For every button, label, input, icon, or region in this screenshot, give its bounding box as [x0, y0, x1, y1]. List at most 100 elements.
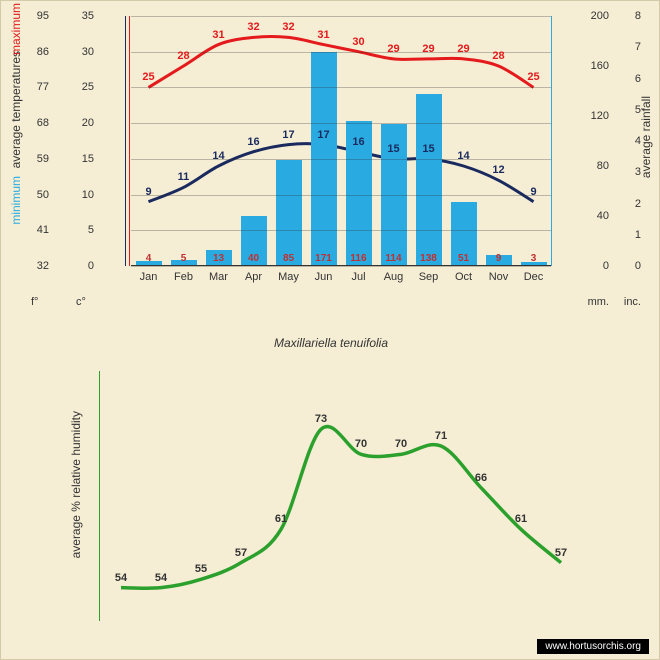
- humidity-value: 54: [150, 572, 172, 584]
- axis-label-avgtemp: average temperatures: [9, 51, 23, 168]
- y-tick-f: 50: [21, 189, 49, 201]
- unit-c: c°: [76, 296, 86, 308]
- watermark: www.hortusorchis.org: [537, 639, 649, 654]
- y-tick-f: 86: [21, 46, 49, 58]
- gridline: [131, 87, 551, 88]
- rainfall-value: 51: [451, 253, 477, 264]
- y-tick-in: 1: [623, 229, 641, 241]
- left-axis-min: [125, 16, 126, 266]
- rainfall-bar: [276, 160, 302, 266]
- max-temp-value: 30: [347, 36, 371, 48]
- min-temp-value: 15: [417, 143, 441, 155]
- humidity-value: 71: [430, 430, 452, 442]
- x-axis-line: [131, 265, 551, 266]
- rainfall-value: 116: [346, 253, 372, 264]
- y-tick-mm: 40: [581, 210, 609, 222]
- max-temp-value: 32: [277, 21, 301, 33]
- y-tick-in: 2: [623, 198, 641, 210]
- y-tick-c: 15: [66, 153, 94, 165]
- gridline: [131, 123, 551, 124]
- humidity-value: 57: [550, 547, 572, 559]
- y-tick-c: 10: [66, 189, 94, 201]
- unit-in: inc.: [624, 296, 641, 308]
- y-tick-c: 30: [66, 46, 94, 58]
- max-temp-value: 31: [207, 29, 231, 41]
- rainfall-value: 5: [171, 253, 197, 264]
- min-temp-value: 14: [207, 150, 231, 162]
- month-label: Jan: [134, 271, 164, 283]
- max-temp-value: 25: [137, 71, 161, 83]
- humidity-value: 73: [310, 413, 332, 425]
- species-title: Maxillariella tenuifolia: [1, 336, 660, 350]
- humidity-value: 70: [390, 438, 412, 450]
- humidity-value: 70: [350, 438, 372, 450]
- max-temp-value: 29: [382, 43, 406, 55]
- humidity-value: 55: [190, 563, 212, 575]
- month-label: Jul: [344, 271, 374, 283]
- min-temp-value: 11: [172, 171, 196, 183]
- month-label: Nov: [484, 271, 514, 283]
- rainfall-value: 4: [136, 253, 162, 264]
- humidity-value: 61: [510, 513, 532, 525]
- humidity-plot: [101, 371, 581, 621]
- top-climate-chart: 451340851711161141385193 320415501059156…: [21, 6, 641, 316]
- rainfall-value: 13: [206, 253, 232, 264]
- gridline: [131, 230, 551, 231]
- max-temp-value: 31: [312, 29, 336, 41]
- min-temp-value: 9: [522, 186, 546, 198]
- rainfall-value: 171: [311, 253, 337, 264]
- rainfall-value: 3: [521, 253, 547, 264]
- rainfall-value: 138: [416, 253, 442, 264]
- max-temp-value: 28: [172, 50, 196, 62]
- max-temp-value: 29: [452, 43, 476, 55]
- max-temp-value: 29: [417, 43, 441, 55]
- axis-label-minimum: minimum: [9, 176, 23, 225]
- min-temp-value: 17: [312, 129, 336, 141]
- gridline: [131, 159, 551, 160]
- y-tick-c: 0: [66, 260, 94, 272]
- y-tick-f: 77: [21, 81, 49, 93]
- humidity-value: 57: [230, 547, 252, 559]
- y-tick-mm: 0: [581, 260, 609, 272]
- gridline: [131, 195, 551, 196]
- axis-label-humidity: average % relative humidity: [69, 411, 83, 558]
- y-tick-f: 59: [21, 153, 49, 165]
- min-temp-value: 14: [452, 150, 476, 162]
- y-tick-in: 8: [623, 10, 641, 22]
- rainfall-bar: [416, 94, 442, 267]
- min-temp-value: 9: [137, 186, 161, 198]
- humidity-chart: 545455576173707071666157 average % relat…: [21, 361, 641, 641]
- y-tick-c: 35: [66, 10, 94, 22]
- axis-label-maximum: maximum: [9, 3, 23, 55]
- month-label: Jun: [309, 271, 339, 283]
- y-tick-mm: 120: [581, 110, 609, 122]
- month-label: Mar: [204, 271, 234, 283]
- right-axis-rain: [551, 16, 552, 266]
- min-temp-value: 17: [277, 129, 301, 141]
- max-temp-value: 25: [522, 71, 546, 83]
- y-tick-c: 20: [66, 117, 94, 129]
- y-tick-c: 25: [66, 81, 94, 93]
- y-tick-mm: 200: [581, 10, 609, 22]
- left-axis-max: [129, 16, 130, 266]
- humidity-value: 54: [110, 572, 132, 584]
- month-label: Feb: [169, 271, 199, 283]
- rainfall-value: 40: [241, 253, 267, 264]
- rainfall-value: 85: [276, 253, 302, 264]
- unit-f: f°: [31, 296, 38, 308]
- max-temp-value: 32: [242, 21, 266, 33]
- y-tick-f: 41: [21, 224, 49, 236]
- min-temp-value: 16: [347, 136, 371, 148]
- y-tick-mm: 160: [581, 60, 609, 72]
- gridline: [131, 16, 551, 17]
- axis-label-rainfall: average rainfall: [639, 96, 653, 178]
- max-temp-value: 28: [487, 50, 511, 62]
- humidity-value: 61: [270, 513, 292, 525]
- min-temp-value: 12: [487, 164, 511, 176]
- y-tick-c: 5: [66, 224, 94, 236]
- month-label: Sep: [414, 271, 444, 283]
- rainfall-value: 114: [381, 253, 407, 264]
- y-tick-mm: 80: [581, 160, 609, 172]
- y-tick-f: 32: [21, 260, 49, 272]
- rainfall-value: 9: [486, 253, 512, 264]
